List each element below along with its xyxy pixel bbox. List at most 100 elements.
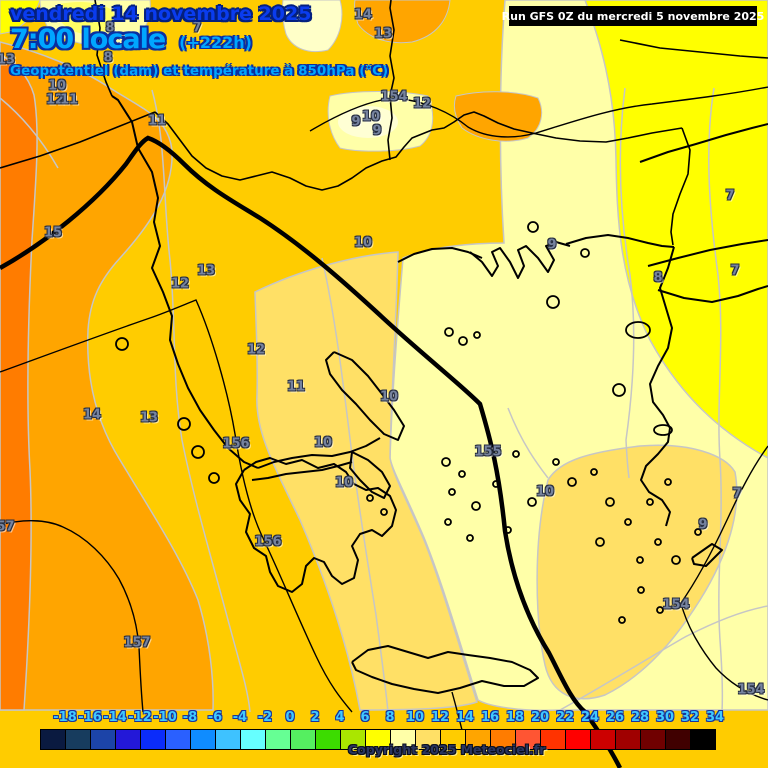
temperature-label: 7 bbox=[732, 486, 742, 502]
temperature-label: 11 bbox=[147, 113, 167, 129]
scale-color-cell bbox=[591, 730, 616, 749]
scale-value: 12 bbox=[430, 710, 450, 725]
temperature-label: 7 bbox=[192, 20, 202, 36]
geopotential-label: 155 bbox=[474, 444, 502, 460]
scale-value: 32 bbox=[680, 710, 700, 725]
scale-value: 0 bbox=[285, 710, 295, 725]
temperature-label: 7 bbox=[730, 263, 740, 279]
run-info-box: Run GFS 0Z du mercredi 5 novembre 2025 bbox=[502, 6, 764, 26]
scale-number-row: -18 -16 -14 -12 -10 -8 -6 -4 -2 0 2 4 6 8 10 12 14 16 18 20… bbox=[0, 711, 768, 725]
scale-value: 28 bbox=[630, 710, 650, 725]
copyright-text: Copyright 2025 Meteociel.fr bbox=[348, 742, 546, 757]
geopotential-label: 157 bbox=[0, 519, 15, 535]
temperature-label: 12 bbox=[170, 276, 190, 292]
scale-color-cell bbox=[116, 730, 141, 749]
scale-color-cell bbox=[616, 730, 641, 749]
temperature-label: 14 bbox=[353, 7, 373, 23]
temperature-label: 8 bbox=[103, 50, 113, 66]
scale-value: 24 bbox=[580, 710, 600, 725]
map-fill-bright-yellow bbox=[584, 0, 768, 459]
scale-color-cell bbox=[541, 730, 566, 749]
contour-156-tail bbox=[451, 691, 463, 731]
scale-color-cell bbox=[516, 730, 541, 749]
map-fill-se-patch bbox=[536, 444, 738, 700]
temperature-label: 10 bbox=[47, 78, 67, 94]
scale-color-cell bbox=[341, 730, 366, 749]
scale-value: -14 bbox=[103, 710, 127, 725]
temperature-label: 15 bbox=[43, 225, 63, 241]
contour-157 bbox=[0, 520, 144, 713]
map-fill-light-gold-band bbox=[254, 251, 478, 711]
gray-contours bbox=[0, 87, 768, 713]
scale-value: 10 bbox=[405, 710, 425, 725]
scale-value: 34 bbox=[705, 710, 725, 725]
temperature-label: 12 bbox=[412, 96, 432, 112]
temperature-label: 13 bbox=[196, 263, 216, 279]
geopotential-label: 156 bbox=[222, 436, 250, 452]
geopotential-label: 154 bbox=[380, 89, 408, 105]
map-fill-top-orange-blob bbox=[354, 0, 451, 44]
scale-color-cell bbox=[216, 730, 241, 749]
scale-value: 16 bbox=[480, 710, 500, 725]
temperature-label: 9 bbox=[547, 237, 557, 253]
map-fill-corner-bright bbox=[60, 2, 115, 35]
scale-color-cell bbox=[266, 730, 291, 749]
scale-color-cell bbox=[641, 730, 666, 749]
temperature-label: 9 bbox=[372, 123, 382, 139]
scale-color-cell bbox=[366, 730, 391, 749]
geopotential-label: 154 bbox=[662, 597, 690, 613]
temperature-label: 13 bbox=[373, 26, 393, 42]
scale-value: -8 bbox=[182, 710, 198, 725]
contour-155-thick bbox=[0, 135, 623, 768]
temperature-label: 10 bbox=[361, 109, 381, 125]
scale-value: -18 bbox=[53, 710, 77, 725]
temperature-label: 13 bbox=[0, 52, 16, 68]
temperature-label: 10 bbox=[334, 475, 354, 491]
scale-value: 6 bbox=[360, 710, 370, 725]
scale-color-cell bbox=[691, 730, 715, 749]
temperature-label: 8 bbox=[105, 20, 115, 36]
geopotential-label: 156 bbox=[254, 534, 282, 550]
title-block: vendredi 14 novembre 2025 7:00 locale (+… bbox=[10, 3, 389, 80]
scale-value: -16 bbox=[78, 710, 102, 725]
scale-color-cell bbox=[391, 730, 416, 749]
geopotential-contours-thin bbox=[0, 86, 768, 731]
scale-value: -12 bbox=[128, 710, 152, 725]
temperature-label: 11 bbox=[286, 379, 306, 395]
scale-value: 8 bbox=[385, 710, 395, 725]
temperature-label: 10 bbox=[353, 235, 373, 251]
scale-value: 2 bbox=[310, 710, 320, 725]
forecast-time: 7:00 locale bbox=[10, 23, 166, 55]
temperature-label: 8 bbox=[653, 270, 663, 286]
temperature-label: 10 bbox=[379, 389, 399, 405]
contour-156 bbox=[0, 299, 353, 713]
scale-color-cell bbox=[316, 730, 341, 749]
map-fill-dark-orange-strip bbox=[0, 54, 38, 711]
temperature-scale-bar bbox=[40, 729, 716, 750]
contour-154-southeast bbox=[680, 445, 768, 701]
temperature-label: 14 bbox=[82, 407, 102, 423]
scale-value: -2 bbox=[257, 710, 273, 725]
scale-value: 4 bbox=[335, 710, 345, 725]
temperature-label: 11 bbox=[59, 92, 79, 108]
temperature-label: 7 bbox=[725, 188, 735, 204]
scale-value: 14 bbox=[455, 710, 475, 725]
scale-value: -10 bbox=[153, 710, 177, 725]
scale-color-cell bbox=[41, 730, 66, 749]
scale-color-cell bbox=[166, 730, 191, 749]
scale-color-cell bbox=[466, 730, 491, 749]
map-fill-cream-core bbox=[338, 106, 398, 138]
temperature-label: 10 bbox=[535, 484, 555, 500]
temperature-label: 10 bbox=[313, 435, 333, 451]
scale-value: 30 bbox=[655, 710, 675, 725]
scale-color-cell bbox=[141, 730, 166, 749]
geopotential-label: 154 bbox=[737, 682, 765, 698]
temperature-label: 9 bbox=[351, 114, 361, 130]
map-subtitle: Geopotentiel (dam) et température à 850h… bbox=[10, 63, 389, 80]
map-fill-top-cream bbox=[281, 0, 343, 53]
temperature-label: 9 bbox=[698, 517, 708, 533]
scale-color-cell bbox=[491, 730, 516, 749]
map-fill-orange-band bbox=[0, 41, 214, 711]
scale-color-cell bbox=[666, 730, 691, 749]
